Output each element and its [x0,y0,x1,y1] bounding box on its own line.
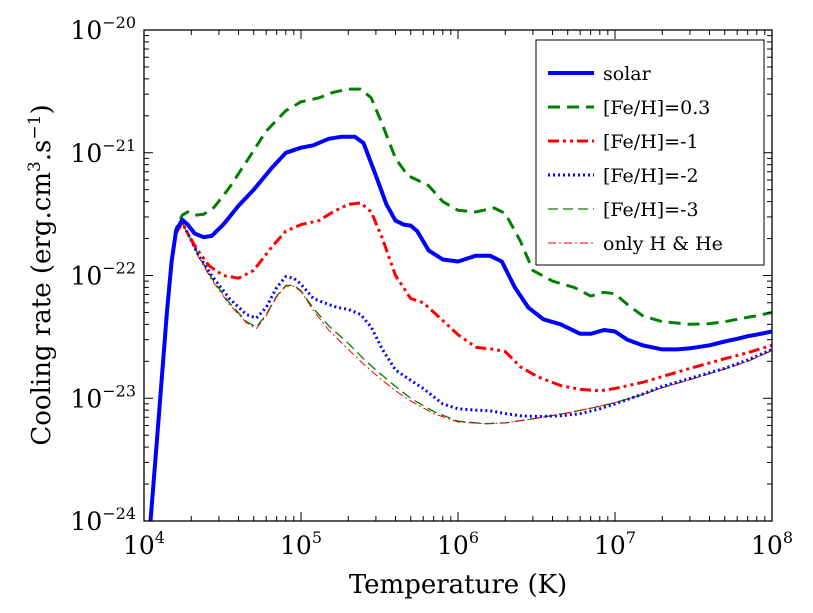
y-tick-label: 10−21 [70,136,136,168]
x-tick-label: 104 [123,528,165,560]
y-tick-label: 10−22 [70,259,136,291]
tick-layer: 104 105 106 107 108 10−24 10−23 10−22 10−21 10−20 [70,13,793,560]
series-layer [148,87,772,521]
series-line-0 [148,134,772,521]
x-tick-label: 105 [280,528,322,560]
x-axis-title: Temperature (K) [349,570,567,600]
series-line-2 [149,201,772,521]
x-tick-label: 106 [437,528,479,560]
series-line-5 [150,222,772,521]
y-axis-title: Cooling rate (erg.cm3.s−1) [25,104,57,445]
legend-items: solar [Fe/H]=0.3 [Fe/H]=-1 [Fe/H]=-2 [Fe/H]=… [548,63,723,255]
legend: solar [Fe/H]=0.3 [Fe/H]=-1 [Fe/H]=-2 [Fe/H]=… [535,39,765,266]
legend-box [535,39,765,266]
series-line-4 [149,220,772,521]
legend-label-3: [Fe/H]=-2 [603,165,699,187]
y-tick-label: 10−23 [70,381,136,413]
legend-label-2: [Fe/H]=-1 [603,131,699,153]
y-tick-label: 10−24 [70,504,136,536]
series-line-3 [149,221,772,521]
y-tick-label: 10−20 [70,13,136,45]
legend-label-4: [Fe/H]=-3 [603,199,699,221]
x-tick-label: 108 [751,528,793,560]
x-tick-label: 107 [594,528,636,560]
legend-label-0: solar [603,63,652,85]
legend-label-5: only H & He [603,233,723,255]
legend-label-1: [Fe/H]=0.3 [603,97,710,119]
